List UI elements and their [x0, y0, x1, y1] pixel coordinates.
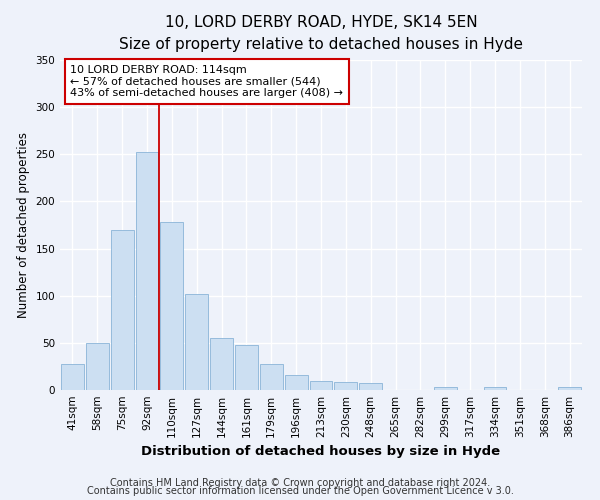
- Bar: [136, 152, 158, 390]
- Bar: [434, 387, 457, 390]
- Bar: [185, 294, 208, 390]
- Bar: [210, 338, 233, 390]
- Title: 10, LORD DERBY ROAD, HYDE, SK14 5EN
Size of property relative to detached houses: 10, LORD DERBY ROAD, HYDE, SK14 5EN Size…: [119, 14, 523, 52]
- Bar: [359, 384, 382, 390]
- X-axis label: Distribution of detached houses by size in Hyde: Distribution of detached houses by size …: [142, 446, 500, 458]
- Bar: [111, 230, 134, 390]
- Bar: [235, 344, 258, 390]
- Bar: [86, 343, 109, 390]
- Text: Contains public sector information licensed under the Open Government Licence v : Contains public sector information licen…: [86, 486, 514, 496]
- Bar: [160, 222, 183, 390]
- Bar: [310, 380, 332, 390]
- Bar: [61, 364, 84, 390]
- Y-axis label: Number of detached properties: Number of detached properties: [17, 132, 30, 318]
- Bar: [260, 364, 283, 390]
- Bar: [558, 387, 581, 390]
- Text: 10 LORD DERBY ROAD: 114sqm
← 57% of detached houses are smaller (544)
43% of sem: 10 LORD DERBY ROAD: 114sqm ← 57% of deta…: [70, 65, 343, 98]
- Bar: [334, 382, 357, 390]
- Bar: [285, 375, 308, 390]
- Bar: [484, 387, 506, 390]
- Text: Contains HM Land Registry data © Crown copyright and database right 2024.: Contains HM Land Registry data © Crown c…: [110, 478, 490, 488]
